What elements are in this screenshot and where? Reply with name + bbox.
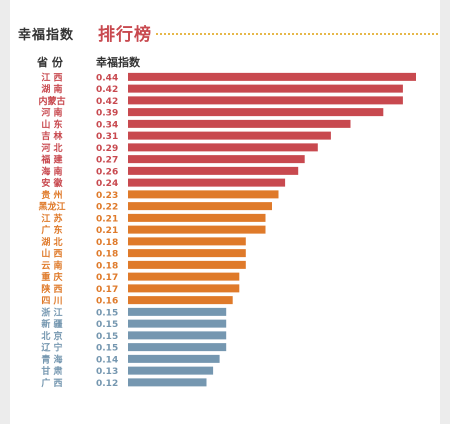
bar <box>128 119 351 128</box>
bar <box>128 155 305 164</box>
category-label: 云 南 <box>41 259 62 271</box>
category-label: 北 京 <box>41 330 62 342</box>
bar <box>128 143 318 152</box>
value-label: 0.44 <box>96 73 118 83</box>
category-label: 内蒙古 <box>38 95 65 107</box>
category-label: 山 东 <box>41 118 62 130</box>
value-label: 0.17 <box>96 273 118 283</box>
value-label: 0.27 <box>96 156 118 166</box>
category-label: 青 海 <box>41 353 62 365</box>
category-label: 重 庆 <box>41 271 62 283</box>
value-label: 0.12 <box>96 379 118 389</box>
category-label: 湖 南 <box>41 83 62 95</box>
column-header-province: 省 份 <box>37 56 63 69</box>
right-margin <box>440 0 450 424</box>
bar <box>128 178 286 187</box>
bar <box>128 202 272 211</box>
value-label: 0.15 <box>96 308 118 318</box>
category-label: 吉 林 <box>41 130 63 142</box>
bar <box>128 108 384 117</box>
category-label: 江 西 <box>41 71 62 83</box>
value-label: 0.16 <box>96 297 118 307</box>
title-main: 幸福指数 <box>18 28 75 43</box>
value-label: 0.13 <box>96 367 118 377</box>
value-label: 0.18 <box>96 238 118 248</box>
value-label: 0.23 <box>96 191 118 201</box>
category-label: 福 建 <box>40 154 63 166</box>
category-label: 广 西 <box>41 377 62 389</box>
value-label: 0.18 <box>96 250 118 260</box>
bar <box>128 96 403 105</box>
bar <box>128 284 240 293</box>
bar <box>128 296 233 305</box>
value-label: 0.42 <box>96 85 118 95</box>
bar <box>128 213 266 222</box>
column-header-index: 幸福指数 <box>96 56 140 69</box>
value-label: 0.24 <box>96 179 118 189</box>
value-label: 0.31 <box>96 132 118 142</box>
bar <box>128 260 246 269</box>
bar <box>128 190 279 199</box>
value-label: 0.15 <box>96 332 118 342</box>
bar <box>128 237 246 246</box>
category-label: 新 疆 <box>41 318 62 330</box>
bar <box>128 354 220 363</box>
bar <box>128 166 299 175</box>
category-label: 江 苏 <box>41 212 62 224</box>
value-label: 0.26 <box>96 167 118 177</box>
category-label: 安 徽 <box>41 177 63 189</box>
value-label: 0.15 <box>96 320 118 330</box>
value-label: 0.21 <box>96 214 118 224</box>
category-label: 黑龙江 <box>38 201 65 213</box>
value-label: 0.15 <box>96 344 118 354</box>
bar <box>128 131 331 140</box>
value-label: 0.39 <box>96 109 118 119</box>
category-label: 四 川 <box>41 296 62 307</box>
bar <box>128 366 214 375</box>
left-margin <box>0 0 10 424</box>
chart-header: 幸福指数 排行榜 <box>18 20 438 46</box>
title-accent: 排行榜 <box>98 25 152 45</box>
bar <box>128 249 246 258</box>
category-label: 辽 宁 <box>41 342 62 354</box>
category-label: 湖 北 <box>41 236 62 248</box>
value-label: 0.14 <box>96 355 118 365</box>
category-label: 贵 州 <box>41 189 62 201</box>
category-label: 河 北 <box>41 142 62 154</box>
bar <box>128 343 227 352</box>
bar <box>128 225 266 234</box>
bar <box>128 319 227 328</box>
bar <box>128 272 240 281</box>
category-label: 海 南 <box>41 165 62 177</box>
title-dotted-rule <box>156 33 438 35</box>
bar <box>128 72 416 81</box>
value-label: 0.22 <box>96 203 118 213</box>
category-label: 陕 西 <box>41 283 62 295</box>
value-label: 0.34 <box>96 120 118 130</box>
category-label: 甘 肃 <box>41 365 62 377</box>
value-label: 0.42 <box>96 97 118 107</box>
category-label: 浙 江 <box>41 306 62 318</box>
value-label: 0.18 <box>96 261 118 271</box>
value-label: 0.29 <box>96 144 118 154</box>
bar <box>128 307 227 316</box>
bar <box>128 378 207 387</box>
category-label: 山 西 <box>41 248 62 260</box>
bar <box>128 84 403 93</box>
bar <box>128 331 227 340</box>
category-label: 广 东 <box>41 224 62 236</box>
value-label: 0.17 <box>96 285 118 295</box>
value-label: 0.21 <box>96 226 118 236</box>
category-label: 河 南 <box>41 107 62 119</box>
